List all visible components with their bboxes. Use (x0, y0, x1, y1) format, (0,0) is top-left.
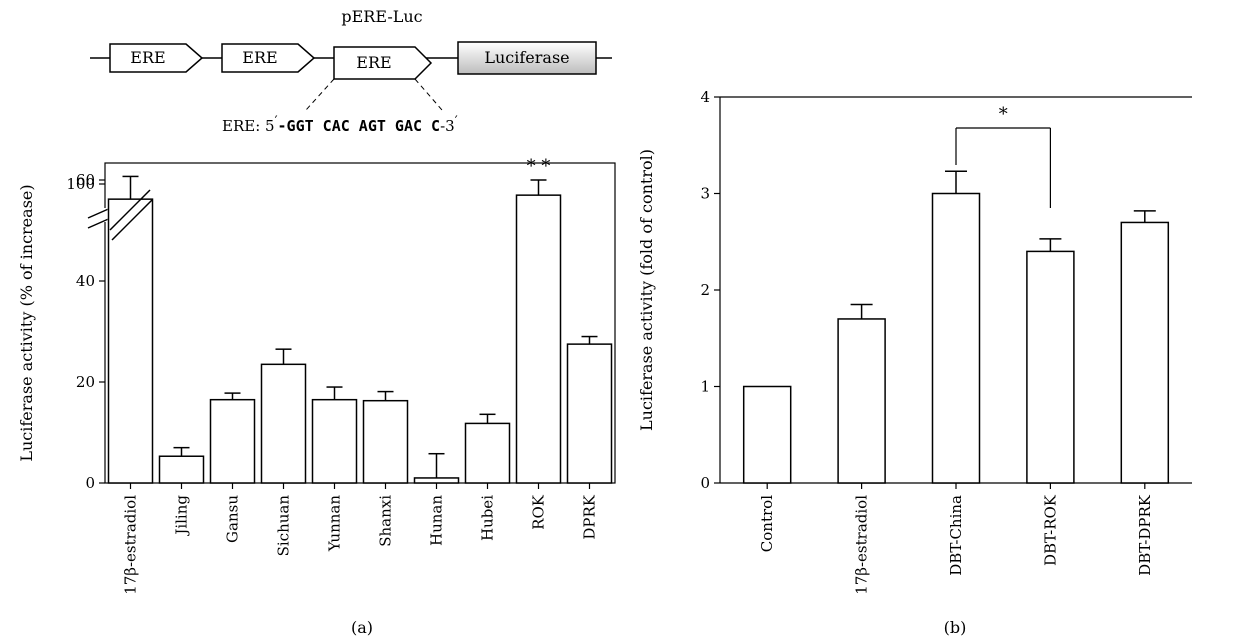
chart-b-ytick-label: 3 (700, 185, 710, 203)
ere-element-2: ERE (221, 43, 316, 73)
chart-a-ytick-label: 0 (85, 474, 95, 492)
svg-text:Luciferase: Luciferase (484, 48, 569, 67)
chart-a: Luciferase activity (% of increase) 0 20 4… (17, 156, 616, 637)
chart-a-bar-shanxi (362, 399, 409, 484)
chart-a-ytick-label: 100 (66, 175, 95, 193)
chart-a-xtick-label: Jiling (173, 495, 191, 537)
zoom-line-left (305, 78, 335, 111)
chart-a-ylabel: Luciferase activity (% of increase) (17, 184, 36, 461)
chart-a-bar-hubei (464, 422, 511, 484)
chart-a-bar-rok (515, 194, 562, 484)
chart-a-ytick-label: 20 (76, 373, 95, 391)
chart-a-bar-break-mark (111, 199, 153, 241)
chart-a-panel-label: (a) (351, 618, 373, 637)
chart-a-xtick-label: 17β-estradiol (122, 495, 140, 595)
chart-a-bar-sichuan (260, 363, 307, 484)
chart-a-xtick-label: Shanxi (377, 495, 395, 547)
chart-b-ytick-label: 2 (700, 281, 710, 299)
svg-text:ERE: ERE (130, 48, 165, 67)
chart-a-xtick-label: Hunan (428, 495, 446, 546)
chart-a-ytick-label: 40 (76, 272, 95, 290)
chart-b-xtick-label: Control (758, 495, 776, 552)
chart-a-xtick-label: ROK (530, 494, 548, 530)
chart-a-bar-dprk (566, 343, 613, 484)
chart-b-ytick-label: 0 (700, 474, 710, 492)
ere-element-1: ERE (109, 43, 204, 73)
chart-a-bar-gansu (209, 398, 256, 484)
chart-b-bar-dbt-dprk (1120, 221, 1170, 484)
chart-b-ytick-label: 4 (700, 88, 710, 106)
chart-a-bar-yunnan (311, 398, 358, 484)
chart-b-xtick-label: 17β-estradiol (853, 495, 871, 595)
chart-a-bar-hunan (413, 477, 460, 484)
chart-b-bar-dbt-china (931, 192, 981, 484)
svg-text:ERE: ERE (356, 53, 391, 72)
chart-a-ytick-label: 60 (76, 171, 95, 189)
chart-a-xtick-label: Gansu (224, 495, 242, 543)
chart-a-bar-jiling (158, 455, 205, 484)
luciferase-reporter: Luciferase (457, 41, 597, 75)
chart-b-xtick-label: DBT-DPRK (1136, 494, 1154, 576)
chart-b-bar-control (742, 385, 792, 484)
svg-text:ERE: ERE (242, 48, 277, 67)
chart-b-ylabel: Luciferase activity (fold of control) (637, 149, 656, 431)
chart-b-xtick-label: DBT-ROK (1041, 494, 1059, 566)
chart-b-significance-star: * (999, 104, 1008, 125)
chart-a-significance: * * (527, 156, 551, 177)
chart-a-bar-17-estradiol (107, 198, 154, 484)
chart-b-significance-bracket (955, 127, 1052, 208)
chart-a-bar-break-gap (107, 200, 154, 222)
chart-b-bar-dbt-rok (1026, 250, 1075, 484)
ere-sequence: ERE: 5′-GGT CAC AGT GAC C-3′ (222, 114, 458, 135)
chart-b: Luciferase activity (fold of control) 0 1… (637, 88, 1192, 637)
chart-a-bar-break-mark (109, 189, 151, 231)
chart-a-frame (104, 162, 616, 484)
ere-element-3: ERE (333, 46, 433, 80)
construct-diagram: pERE-Luc ERE ERE ERE Luciferase ERE: 5′-… (90, 7, 612, 135)
chart-b-xtick-label: DBT-China (947, 495, 965, 576)
chart-a-xtick-label: Yunnan (326, 495, 344, 553)
construct-title: pERE-Luc (341, 7, 422, 26)
chart-b-bar-17-estradiol (837, 318, 886, 484)
chart-a-xtick-label: Hubei (479, 495, 497, 541)
chart-b-ytick-label: 1 (700, 378, 710, 396)
chart-a-xtick-label: Sichuan (275, 495, 293, 557)
chart-a-xtick-label: DPRK (581, 494, 599, 539)
zoom-line-right (414, 78, 443, 111)
chart-b-panel-label: (b) (944, 618, 967, 637)
